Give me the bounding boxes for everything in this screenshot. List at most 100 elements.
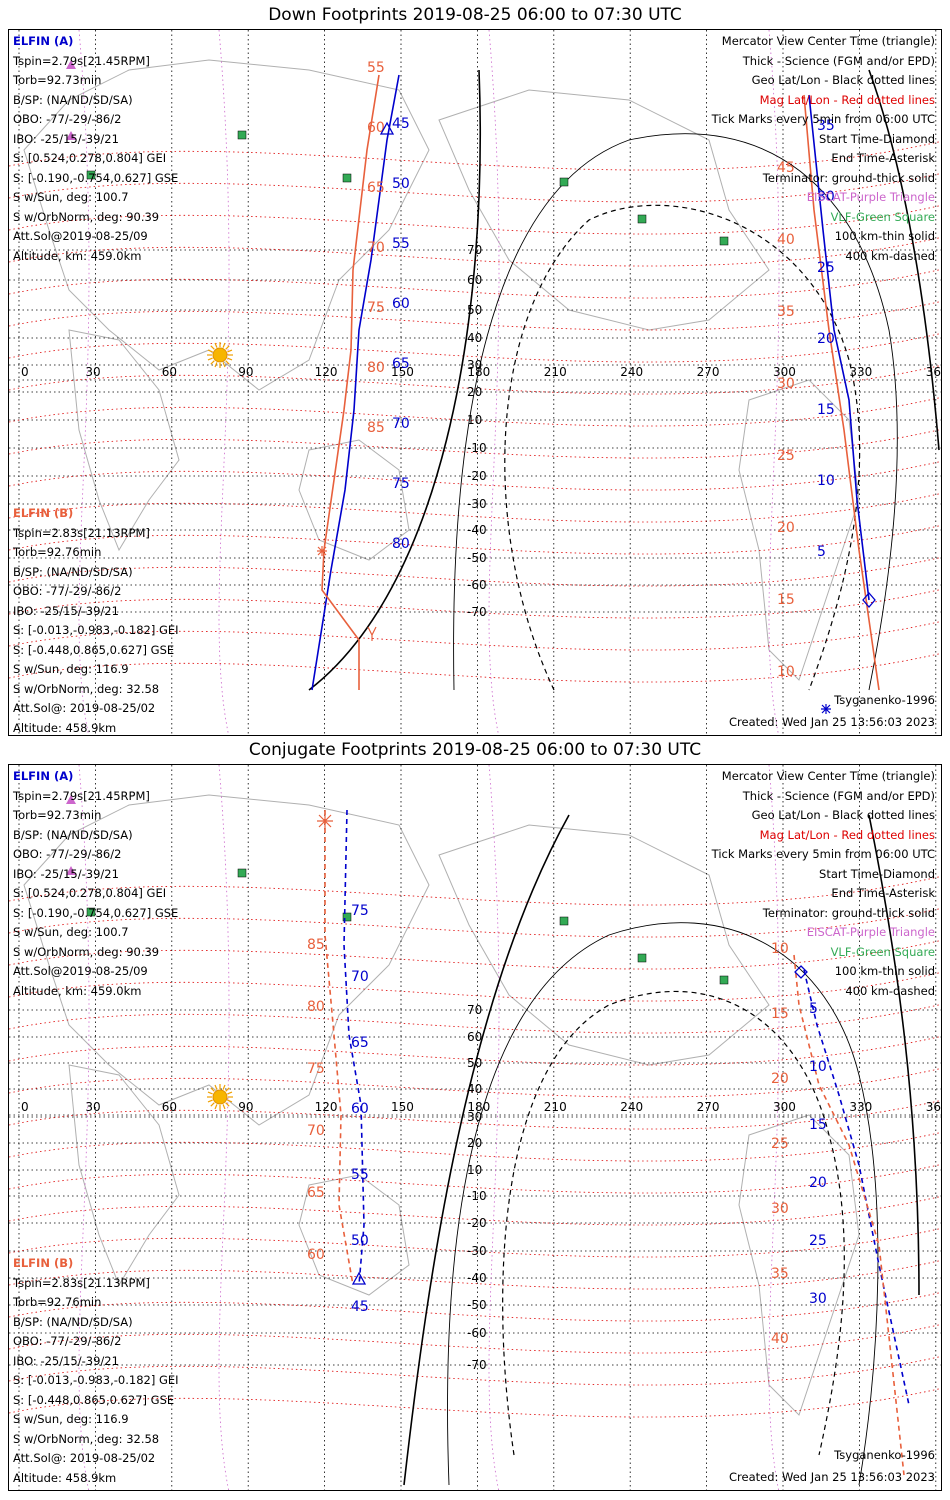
elfin-b-info-line: Att.Sol@: 2019-08-25/02 [13, 701, 156, 715]
panel-title-down: Down Footprints 2019-08-25 06:00 to 07:3… [268, 5, 682, 25]
vlf-station [86, 907, 96, 917]
lat-label: 30 [467, 358, 482, 372]
end-asterisk-b [317, 813, 333, 829]
elfin-a-tick-label: 60 [351, 1101, 369, 1117]
elfin-a-tick-label: 25 [809, 1233, 827, 1249]
legend-item: End Time-Asterisk [831, 886, 935, 900]
elfin-a-info-line: S: [0.524,0.278,0.804] GEI [13, 151, 167, 165]
legend-item: Terminator: ground-thick solid [762, 170, 935, 185]
elfin-b-info-line: S: [-0.448,0.865,0.627] GSE [13, 1392, 175, 1407]
lat-label: -60 [467, 578, 487, 592]
lon-label: 30 [85, 365, 100, 379]
elfin-a-tick-label: 70 [392, 416, 410, 432]
lat-label: 50 [467, 1056, 482, 1070]
legend-item: Geo Lat/Lon - Black dotted lines [751, 73, 935, 87]
mag-parallel [9, 589, 941, 619]
elfin-a-info-line: S w/Sun, deg: 100.7 [13, 190, 129, 204]
lon-label: 210 [544, 365, 567, 379]
mag-parallel [9, 493, 941, 523]
elfin-a-tick-label: 65 [392, 356, 410, 372]
legend-item: Terminator: ground-thick solid [762, 905, 935, 920]
land-outline [23, 794, 430, 1126]
down-footprints-map: 0306090120150180210240270300330360706050… [8, 29, 942, 736]
terminator-ground [308, 69, 482, 691]
map-legend: Mercator View Center Time (triangle) Thic… [712, 32, 935, 266]
vlf-station [719, 236, 729, 246]
vlf-station [342, 173, 352, 183]
elfin-a-info-line: S: [-0.190,-0.754,0.627] GSE [13, 905, 179, 920]
eiscat-station [66, 131, 76, 140]
mag-parallel [9, 173, 941, 203]
elfin-a-tick-label: 10 [817, 473, 835, 489]
mag-meridian [78, 765, 90, 1490]
elfin-a-info-line: S w/OrbNorm, deg: 90.39 [13, 944, 160, 959]
elfin-b-footprint-track [321, 74, 380, 690]
elfin-b-tick-label: 55 [367, 60, 385, 76]
lon-label: 90 [238, 1100, 253, 1114]
mag-parallel [9, 876, 941, 906]
elfin-b-info-line: Torb=92.76min [13, 1295, 102, 1309]
eiscat-station [66, 795, 76, 804]
elfin-b-info-line: OBO: -77/-29/-86/2 [13, 584, 122, 598]
model-label: Tsyganenko-1996 [834, 1448, 935, 1462]
land-outline [68, 1064, 180, 1287]
mag-parallel [9, 397, 941, 427]
map-legend: Mercator View Center Time (triangle) Thic… [712, 767, 935, 1001]
lon-label: 330 [849, 365, 872, 379]
lon-label: 270 [697, 1100, 720, 1114]
conjugate-footprints-map: 0306090120150180210240270300330360706050… [8, 764, 942, 1491]
elfin-a-info-line: B/SP: (NA/ND/SD/SA) [13, 827, 133, 842]
elfin-a-tick-label: 5 [809, 1001, 818, 1017]
elfin-b-info-line: B/SP: (NA/ND/SD/SA) [13, 564, 133, 579]
elfin-a-tick-label: 35 [817, 118, 835, 134]
elfin-a-tick-label: 5 [817, 544, 826, 560]
mag-meridian [488, 765, 500, 1490]
mag-meridians [78, 765, 780, 1490]
vlf-station [559, 916, 569, 926]
land-outline [738, 1114, 860, 1416]
elfin-b-info-block: ELFIN (B) Tspin=2.83s[21.13RPM] Torb=92.76… [13, 1254, 179, 1488]
lat-label: -30 [467, 497, 487, 511]
lon-label: 60 [162, 365, 177, 379]
elfin-b-tick-label: 40 [777, 232, 795, 248]
elfin-b-tick-label: 45 [777, 160, 795, 176]
elfin-b-info-line: B/SP: (NA/ND/SD/SA) [13, 1314, 133, 1329]
elfin-a-tick-label: 15 [809, 1117, 827, 1133]
elfin-a-tick-label: 45 [392, 116, 410, 132]
start-diamond-a [794, 965, 808, 979]
elfin-a-tick-label: 75 [351, 903, 369, 919]
elfin-b-tick-label: 65 [307, 1185, 325, 1201]
lon-label: 330 [849, 1100, 872, 1114]
mag-parallel [9, 940, 941, 970]
elfin-b-info-line: S w/OrbNorm, deg: 32.58 [13, 681, 160, 696]
view-center-triangle-a [351, 1271, 367, 1285]
lat-label: 70 [467, 1003, 482, 1017]
elfin-a-info-line: Att.Sol@2019-08-25/09 [13, 229, 148, 243]
elfin-a-info-line: IBO: -25/15/-39/21 [13, 131, 119, 146]
elfin-a-tick-label: 20 [817, 331, 835, 347]
elfin-b-info-line: S w/OrbNorm, deg: 32.58 [13, 1431, 160, 1446]
lon-label: 300 [773, 365, 796, 379]
elfin-b-info-line: OBO: -77/-29/-86/2 [13, 1334, 122, 1348]
elfin-b-tick-label: 20 [771, 1071, 789, 1087]
elfin-b-tick-label: 65 [367, 180, 385, 196]
elfin-b-tick-label: 25 [777, 448, 795, 464]
mag-parallel [9, 1164, 941, 1194]
lat-label: -40 [467, 523, 487, 537]
sun-icon [207, 1084, 233, 1110]
lat-label: -10 [467, 441, 487, 455]
elfin-b-tick-label: 85 [367, 420, 385, 436]
elfin-b-info-line: Tspin=2.83s[21.13RPM] [13, 525, 150, 540]
legend-item: Mag Lat/Lon - Red dotted lines [759, 92, 935, 107]
elfin-a-info-line: Att.Sol@2019-08-25/09 [13, 964, 148, 978]
lon-label: 60 [162, 1100, 177, 1114]
lat-label: -40 [467, 1271, 487, 1285]
land-outline [438, 824, 770, 1066]
elfin-b-info-line: Altitude: 458.9km [13, 1470, 117, 1485]
mag-parallel [9, 972, 941, 1002]
mag-parallel [9, 1100, 941, 1130]
vlf-station [559, 177, 569, 187]
eiscat-station [66, 866, 76, 875]
legend-item: Geo Lat/Lon - Black dotted lines [751, 808, 935, 822]
mag-parallel [9, 1228, 941, 1258]
